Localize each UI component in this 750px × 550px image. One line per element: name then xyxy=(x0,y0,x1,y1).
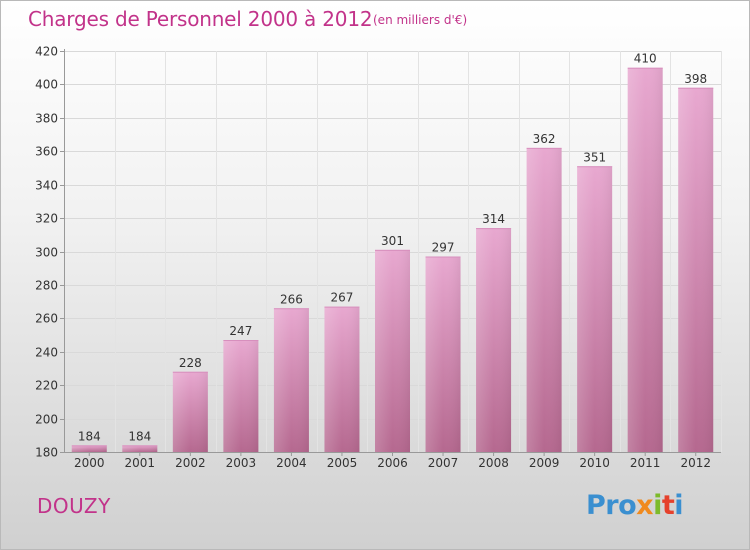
data-label: 266 xyxy=(280,292,303,306)
x-tick-label: 2010 xyxy=(579,456,610,470)
data-label: 362 xyxy=(533,132,556,146)
bar-highlight xyxy=(627,67,663,452)
x-tick-label: 2000 xyxy=(74,456,105,470)
data-label: 297 xyxy=(432,241,455,255)
x-tick-label: 2001 xyxy=(125,456,156,470)
chart-subtitle: (en milliers d'€) xyxy=(373,13,468,27)
logo-part: i xyxy=(653,490,662,521)
data-label: 314 xyxy=(482,212,505,226)
logo-part: t xyxy=(661,490,675,521)
bar-highlight xyxy=(476,228,512,452)
logo-part: i xyxy=(674,490,684,521)
data-label: 184 xyxy=(128,429,151,443)
y-tick-label: 340 xyxy=(35,179,58,193)
y-tick-label: 300 xyxy=(35,246,58,260)
x-tick-label: 2007 xyxy=(428,456,459,470)
x-tick-label: 2005 xyxy=(327,456,358,470)
y-tick-label: 220 xyxy=(35,379,58,393)
data-label: 351 xyxy=(583,150,606,164)
y-tick-label: 420 xyxy=(35,45,58,59)
x-tick-label: 2006 xyxy=(377,456,408,470)
chart-title: Charges de Personnel 2000 à 2012 xyxy=(28,7,373,31)
bar-highlight xyxy=(122,445,158,452)
data-label: 228 xyxy=(179,356,202,370)
data-label: 398 xyxy=(684,72,707,86)
x-tick-label: 2002 xyxy=(175,456,206,470)
data-label: 301 xyxy=(381,234,404,248)
y-tick-label: 260 xyxy=(35,312,58,326)
data-label: 184 xyxy=(78,429,101,443)
y-tick-label: 380 xyxy=(35,112,58,126)
y-tick-label: 240 xyxy=(35,346,58,360)
data-label: 247 xyxy=(229,324,252,338)
bar-highlight xyxy=(223,340,259,452)
bar-highlight xyxy=(273,308,309,452)
bar-highlight xyxy=(375,249,410,452)
x-tick-label: 2012 xyxy=(680,456,711,470)
bar-highlight xyxy=(577,166,613,452)
x-tick-label: 2011 xyxy=(630,456,661,470)
bar-highlight xyxy=(172,371,208,452)
y-tick-label: 320 xyxy=(35,212,58,226)
bar-highlight xyxy=(526,147,562,453)
logo-part: x xyxy=(636,490,654,521)
y-tick-label: 360 xyxy=(35,145,58,159)
bar-highlight xyxy=(71,445,107,452)
x-tick-label: 2003 xyxy=(226,456,257,470)
y-tick-label: 280 xyxy=(35,279,58,293)
proxiti-logo: Proxiti xyxy=(586,490,684,521)
y-tick-label: 200 xyxy=(35,413,58,427)
x-tick-label: 2008 xyxy=(478,456,509,470)
x-tick-label: 2004 xyxy=(276,456,307,470)
y-tick-label: 180 xyxy=(35,446,58,460)
y-tick-label: 400 xyxy=(35,78,58,92)
bar-highlight xyxy=(678,87,714,452)
data-label: 410 xyxy=(634,52,657,66)
data-label: 267 xyxy=(331,291,354,305)
x-tick-label: 2009 xyxy=(529,456,560,470)
bar-highlight xyxy=(425,256,461,452)
bar-highlight xyxy=(324,306,360,452)
commune-name: DOUZY xyxy=(37,494,111,518)
logo-part: Pro xyxy=(586,490,637,521)
